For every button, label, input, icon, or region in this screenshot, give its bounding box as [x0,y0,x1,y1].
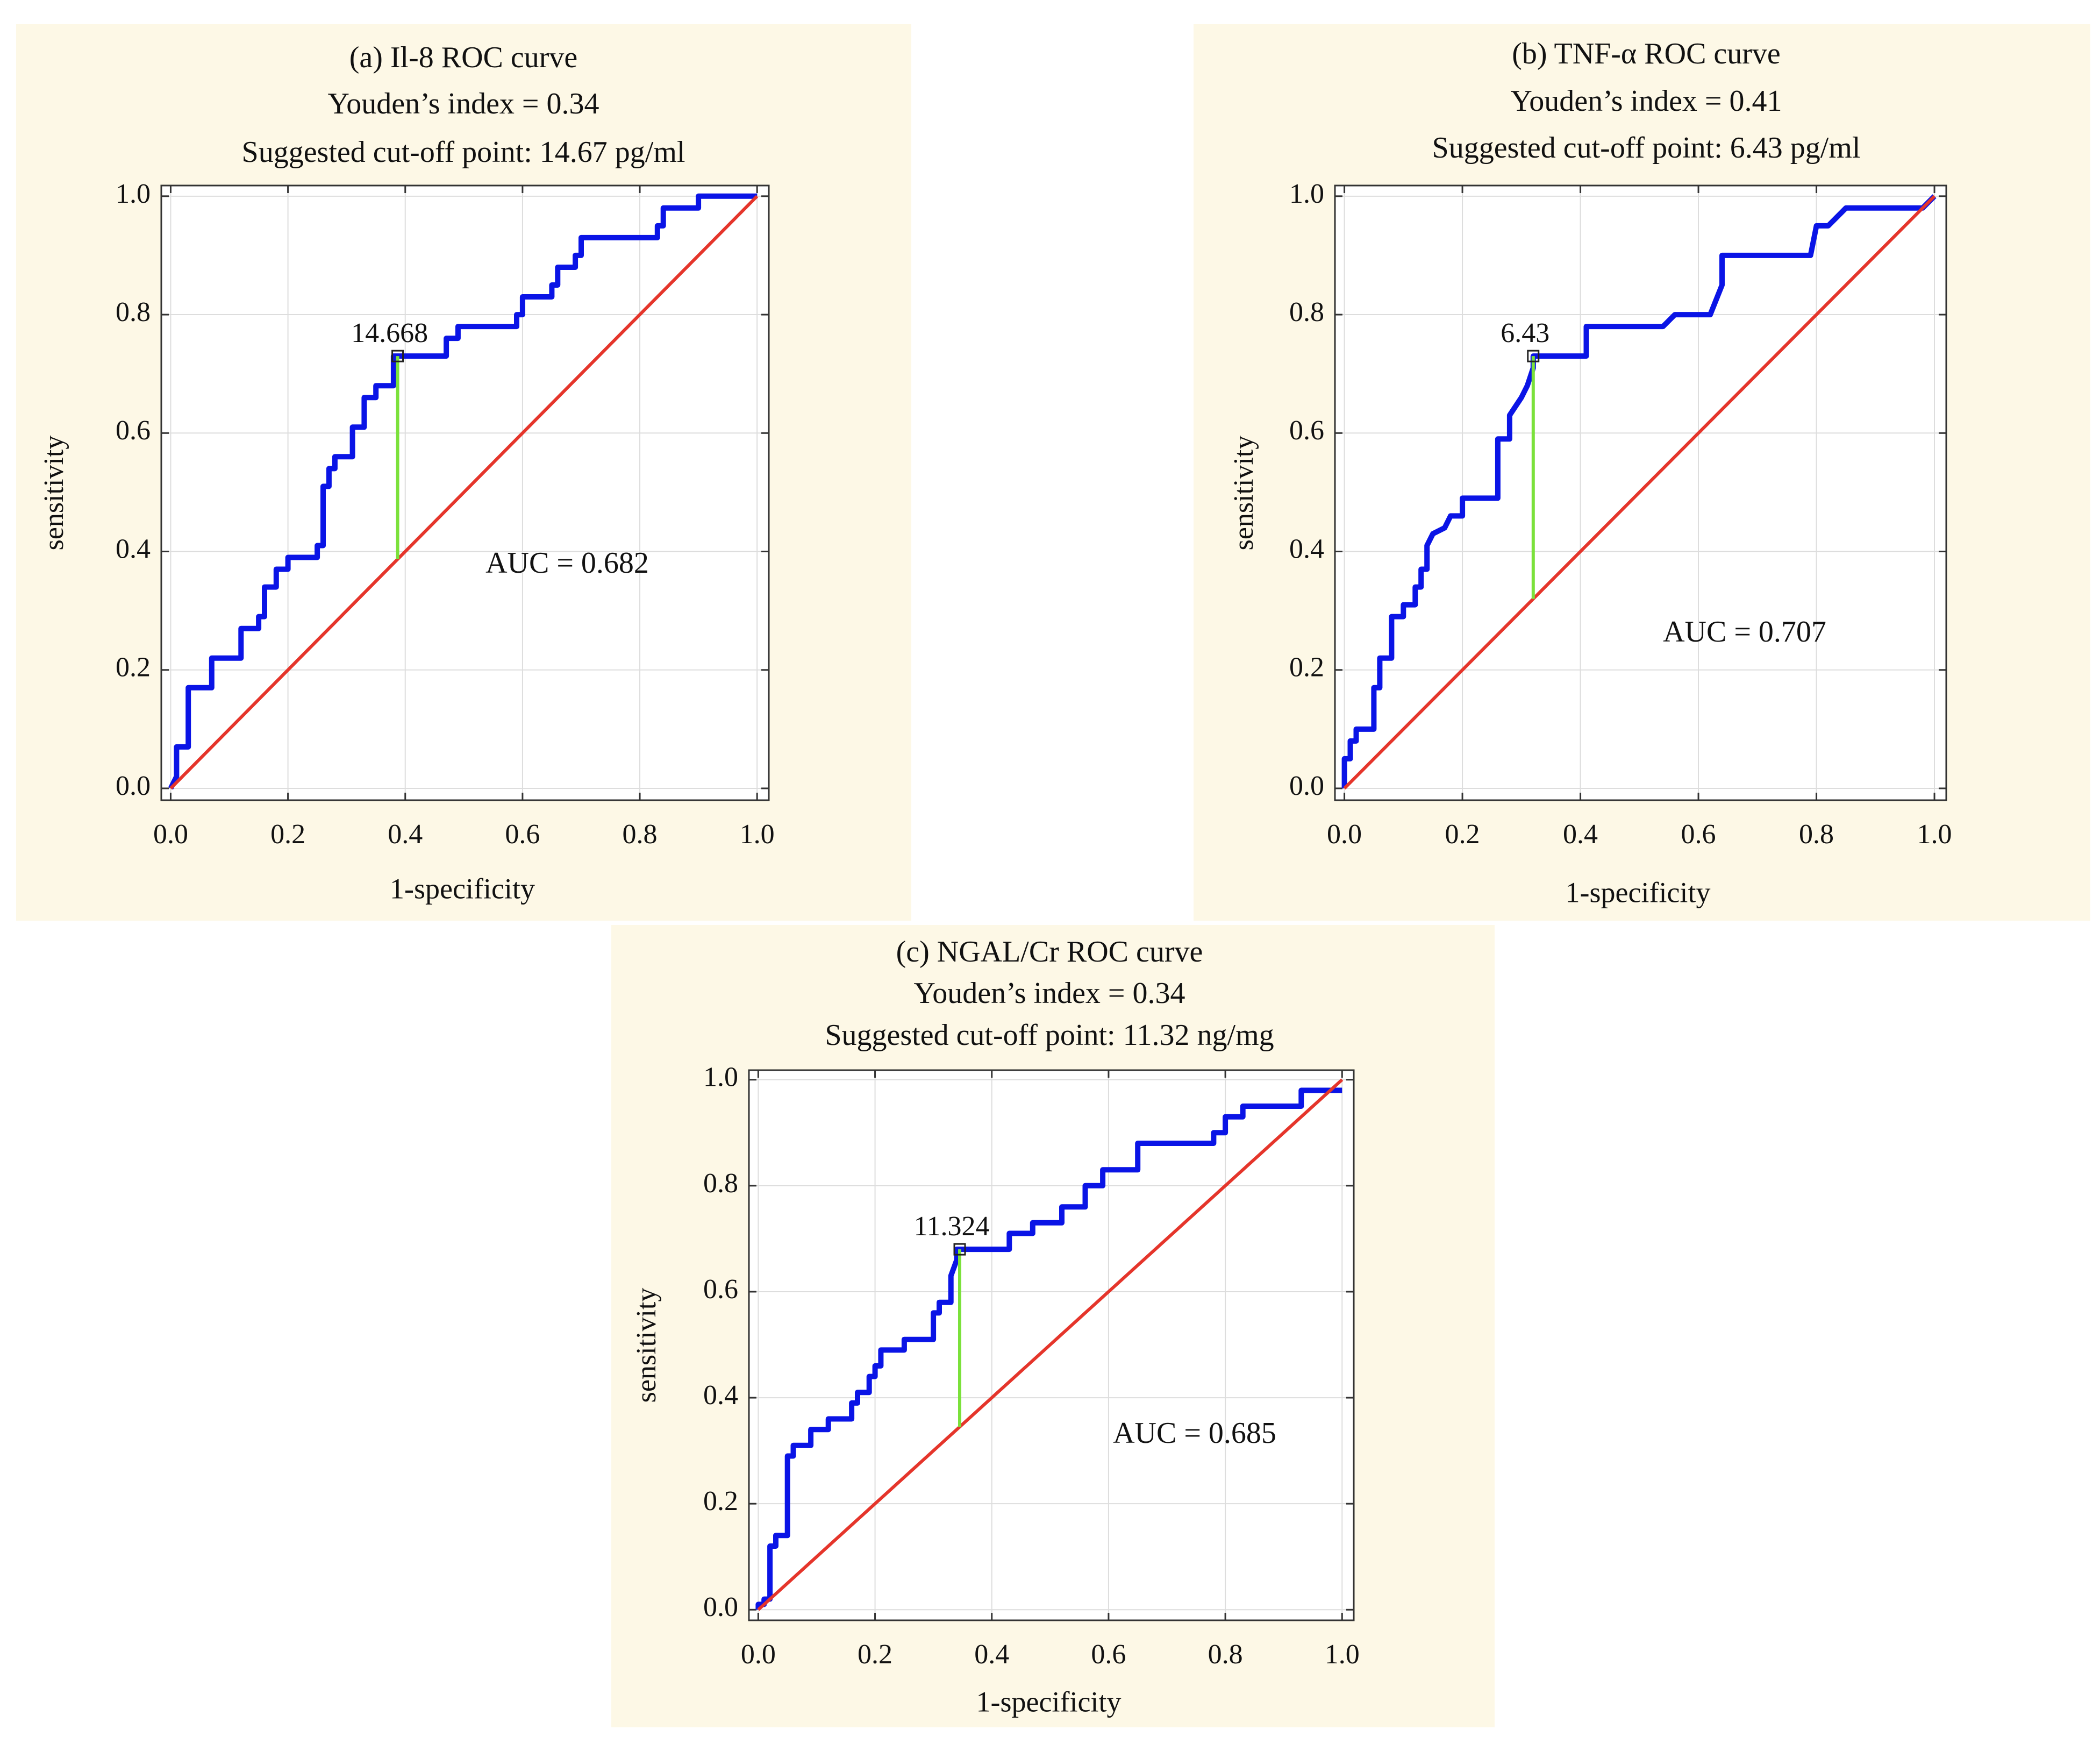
chart-title: (b) TNF-α ROC curve [1512,37,1781,70]
x-tick-label: 0.8 [1799,819,1834,850]
x-tick-label: 1.0 [1325,1639,1360,1670]
y-tick-label: 0.2 [703,1486,738,1517]
x-tick-label: 0.8 [623,819,658,850]
x-axis-label: 1-specificity [976,1685,1122,1718]
y-tick-label: 0.0 [703,1592,738,1622]
x-tick-label: 0.4 [974,1639,1009,1670]
roc-line [168,193,758,790]
y-tick-label: 0.6 [1289,415,1324,446]
x-tick-label: 0.2 [270,819,305,850]
auc-annotation: AUC = 0.685 [1113,1416,1276,1450]
chart-subtitle: Suggested cut-off point: 6.43 pg/ml [1432,131,1861,165]
x-tick-label: 0.2 [1445,819,1480,850]
x-tick-label: 0.6 [1681,819,1716,850]
chart-title: (c) NGAL/Cr ROC curve [896,935,1203,969]
auc-annotation: AUC = 0.707 [1663,615,1826,649]
x-tick-label: 0.0 [153,819,188,850]
y-tick-label: 0.8 [703,1168,738,1199]
plot-frame [748,1069,1355,1621]
roc-line [1343,195,1936,790]
y-axis-label: sensitivity [39,436,69,551]
chart-panel: (b) TNF-α ROC curve Youden’s index = 0.41… [1194,24,2090,921]
y-tick-label: 0.4 [1289,533,1324,564]
auc-annotation: AUC = 0.682 [485,546,649,580]
y-axis-label: sensitivity [1228,436,1259,551]
y-tick-label: 0.6 [703,1274,738,1305]
y-tick-label: 0.8 [116,297,151,328]
x-axis-label: 1-specificity [390,872,535,905]
x-tick-label: 0.2 [858,1639,892,1670]
roc-line [755,1087,1342,1610]
y-axis-label: sensitivity [631,1288,662,1403]
plot-frame [1334,184,1947,801]
cutoff-marker [1527,350,1540,362]
cutoff-label: 6.43 [1501,318,1549,348]
y-tick-label: 0.4 [116,533,151,564]
x-tick-label: 0.0 [741,1639,776,1670]
x-tick-label: 0.8 [1208,1639,1243,1670]
roc-line [169,195,759,790]
chart-subtitle: Youden’s index = 0.41 [1510,84,1782,118]
plot-frame [160,184,770,801]
x-tick-label: 0.0 [1327,819,1362,850]
cutoff-marker [391,350,404,362]
y-tick-label: 1.0 [1289,179,1324,209]
y-tick-label: 0.2 [116,652,151,683]
x-tick-label: 0.6 [1091,1639,1126,1670]
x-tick-label: 0.6 [505,819,540,850]
chart-panel: (a) Il-8 ROC curve Youden’s index = 0.34 S… [16,24,911,921]
y-tick-label: 0.4 [703,1380,738,1411]
roc-line [757,1078,1344,1611]
x-tick-label: 1.0 [1917,819,1952,850]
cutoff-label: 11.324 [913,1211,989,1242]
chart-panel: (c) NGAL/Cr ROC curve Youden’s index = 0.… [611,925,1495,1727]
x-tick-label: 1.0 [740,819,775,850]
x-tick-label: 0.4 [1563,819,1598,850]
y-tick-label: 1.0 [703,1062,738,1093]
y-tick-label: 0.8 [1289,297,1324,328]
x-axis-label: 1-specificity [1566,876,1711,908]
cutoff-label: 14.668 [351,318,428,348]
chart-subtitle: Youden’s index = 0.34 [913,977,1185,1010]
x-tick-label: 0.4 [388,819,423,850]
chart-subtitle: Suggested cut-off point: 14.67 pg/ml [242,136,685,169]
chart-subtitle: Youden’s index = 0.34 [327,87,599,120]
y-tick-label: 0.0 [116,771,151,801]
y-tick-label: 0.6 [116,415,151,446]
cutoff-marker [953,1243,966,1256]
chart-title: (a) Il-8 ROC curve [349,41,578,74]
roc-line [1341,194,1937,788]
y-tick-label: 1.0 [116,179,151,209]
y-tick-label: 0.2 [1289,652,1324,683]
chart-subtitle: Suggested cut-off point: 11.32 ng/mg [825,1019,1274,1052]
y-tick-label: 0.0 [1289,771,1324,801]
